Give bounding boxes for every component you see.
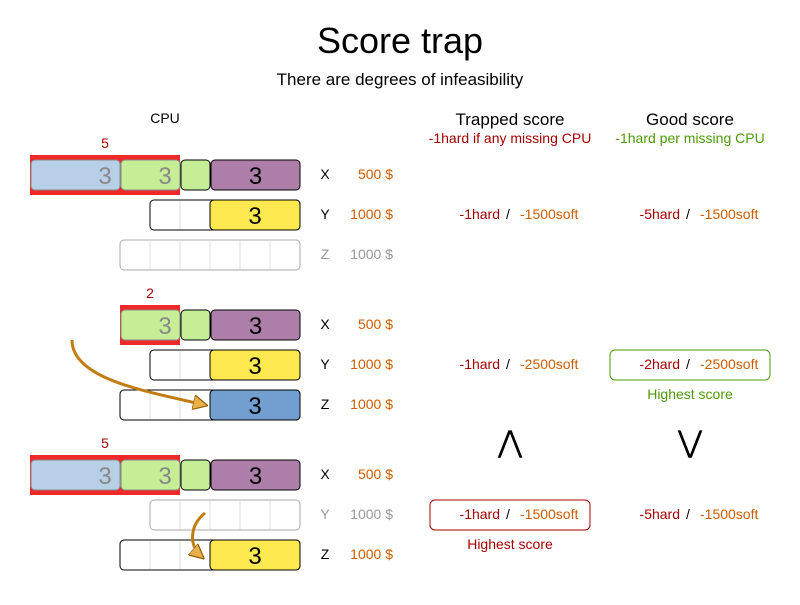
good-score-header: Good score: [646, 110, 734, 129]
process-label: 3: [98, 463, 111, 490]
good-soft-score: -1500soft: [700, 506, 758, 522]
overload-count: 2: [146, 285, 154, 301]
cpu-header: CPU: [150, 110, 180, 126]
process-label: 3: [98, 163, 111, 190]
process-label: 3: [248, 203, 261, 230]
trapped-hard-score: -1hard: [460, 206, 500, 222]
trapped-highest-score-box: [429, 499, 591, 531]
computer-name: Y: [320, 506, 330, 522]
computer-y-empty: [149, 499, 301, 531]
trapped-score-header: Trapped score: [456, 110, 565, 129]
process-label: 3: [249, 163, 262, 190]
move-arrow-y-to-z: [193, 511, 206, 557]
process-label: 3: [158, 463, 171, 490]
good-hard-score: -5hard: [640, 206, 680, 222]
computer-cost: 1000 $: [350, 396, 393, 412]
computer-cost: 1000 $: [350, 246, 393, 262]
overload-count: 5: [101, 435, 109, 451]
good-highest-score-box: [609, 349, 771, 381]
computer-name: X: [320, 166, 330, 182]
process-label: 3: [249, 313, 262, 340]
subtitle: There are degrees of infeasibility: [277, 70, 524, 89]
score-separator: /: [686, 506, 690, 522]
score-separator: /: [506, 206, 510, 222]
computer-name: Z: [321, 546, 330, 562]
good-hard-score: -5hard: [640, 506, 680, 522]
good-soft-score: -1500soft: [700, 206, 758, 222]
process-green: [120, 459, 181, 491]
trapped-soft-score: -1500soft: [520, 506, 578, 522]
computer-cost: 1000 $: [350, 356, 393, 372]
process-purple: [210, 159, 301, 191]
process-yellow: [209, 349, 301, 381]
process-green: [120, 309, 181, 341]
process-blue: [30, 459, 121, 491]
computer-cost: 500 $: [358, 316, 393, 332]
trapped-soft-score: -1500soft: [520, 206, 578, 222]
computer-name: Z: [321, 396, 330, 412]
good-score-rule: -1hard per missing CPU: [615, 130, 764, 146]
process-label: 3: [248, 543, 261, 570]
process-blue-moved: [209, 389, 301, 421]
computer-name: Y: [320, 206, 330, 222]
computer-cost: 500 $: [358, 166, 393, 182]
good-less-than-symbol: ⋁: [677, 426, 703, 459]
score-separator: /: [506, 506, 510, 522]
computer-capacity-box: [149, 499, 301, 531]
computer-name: X: [320, 316, 330, 332]
page-title: Score trap: [317, 20, 483, 61]
process-green-small: [180, 459, 211, 491]
process-green-small: [180, 159, 211, 191]
score-separator: /: [686, 206, 690, 222]
process-blue: [30, 159, 121, 191]
computer-name: Z: [321, 246, 330, 262]
computer-cost: 1000 $: [350, 206, 393, 222]
good-highest-score-label: Highest score: [647, 386, 733, 402]
trapped-hard-score: -1hard: [460, 506, 500, 522]
process-purple: [210, 459, 301, 491]
move-arrow-x-to-z: [70, 339, 205, 405]
computer-cost: 1000 $: [350, 546, 393, 562]
process-label: 3: [248, 353, 261, 380]
trapped-score-rule: -1hard if any missing CPU: [429, 130, 592, 146]
process-label: 3: [249, 463, 262, 490]
trapped-hard-score: -1hard: [460, 356, 500, 372]
computer-cost: 500 $: [358, 466, 393, 482]
score-separator: /: [686, 356, 690, 372]
score-separator: /: [506, 356, 510, 372]
process-purple: [210, 309, 301, 341]
computer-cost: 1000 $: [350, 506, 393, 522]
good-hard-score: -2hard: [640, 356, 680, 372]
overload-count: 5: [101, 135, 109, 151]
computer-z-empty: [119, 239, 301, 271]
process-label: 3: [158, 313, 171, 340]
computer-name: Y: [320, 356, 330, 372]
process-label: 3: [248, 393, 261, 420]
trapped-greater-than-symbol: ⋀: [497, 426, 523, 459]
process-label: 3: [158, 163, 171, 190]
process-green-small: [180, 309, 211, 341]
trapped-highest-score-label: Highest score: [467, 536, 553, 552]
process-green: [120, 159, 181, 191]
good-soft-score: -2500soft: [700, 356, 758, 372]
computer-name: X: [320, 466, 330, 482]
process-yellow: [209, 199, 301, 231]
process-yellow-moved: [209, 539, 301, 571]
trapped-soft-score: -2500soft: [520, 356, 578, 372]
